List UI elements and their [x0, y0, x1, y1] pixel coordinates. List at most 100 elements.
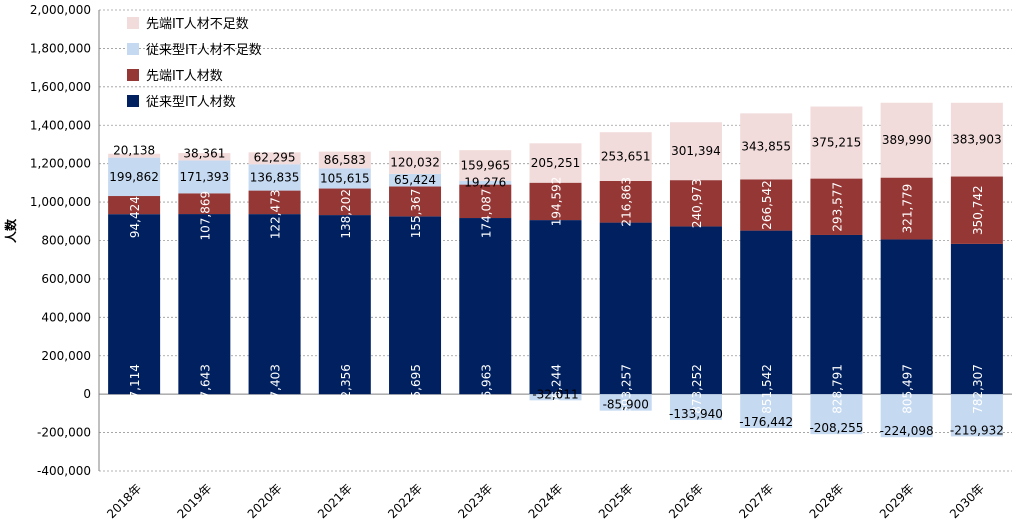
y-tick-label: -400,000 — [37, 464, 91, 478]
data-label: 136,835 — [250, 170, 300, 184]
data-label: 65,424 — [394, 173, 436, 187]
y-tick-label: 1,000,000 — [30, 195, 91, 209]
data-label: 906,244 — [550, 364, 564, 414]
y-tick-label: 800,000 — [41, 234, 91, 248]
legend-swatch — [127, 17, 139, 29]
bar-segment — [599, 394, 652, 411]
bar-segment — [810, 234, 863, 395]
bar-segment — [108, 157, 161, 197]
data-label: 240,973 — [690, 178, 704, 228]
bar-segment — [529, 394, 582, 401]
x-tick-label: 2028年 — [807, 481, 847, 521]
data-label: 350,742 — [971, 185, 985, 235]
data-label: -219,932 — [950, 423, 1004, 437]
legend-swatch — [127, 95, 139, 107]
bar-segment — [810, 106, 863, 179]
data-label: -133,940 — [669, 407, 723, 421]
x-tick-label: 2025年 — [596, 481, 636, 521]
data-label: 375,215 — [812, 136, 862, 150]
data-label: 171,393 — [180, 170, 230, 184]
data-label: 937,643 — [198, 364, 212, 414]
legend-label: 先端IT人材数 — [146, 69, 223, 84]
bar-segment — [248, 190, 301, 215]
bar-segment — [459, 180, 512, 185]
data-label: -176,442 — [739, 415, 793, 429]
bar-segment — [178, 160, 231, 194]
data-label: 122,473 — [269, 190, 283, 240]
bar-segment — [389, 186, 442, 217]
y-tick-label: 1,800,000 — [30, 41, 91, 55]
bar-segment — [389, 173, 442, 187]
bar-segment — [950, 102, 1003, 177]
x-tick-label: 2029年 — [877, 481, 917, 521]
legend-swatch — [127, 43, 139, 55]
legend-label: 従来型IT人材数 — [146, 95, 236, 110]
bar-segment — [459, 218, 512, 395]
data-label: 62,295 — [254, 150, 296, 164]
bar-segment — [950, 243, 1003, 395]
data-label: 38,361 — [183, 146, 225, 160]
data-label: 383,903 — [952, 133, 1002, 147]
x-tick-label: 2021年 — [315, 481, 355, 521]
data-label: -224,098 — [880, 424, 934, 438]
data-label: 86,583 — [324, 153, 366, 167]
data-label: 205,251 — [531, 156, 581, 170]
bar-segment — [248, 164, 301, 191]
bar-segment — [108, 214, 161, 395]
data-label: 873,252 — [690, 364, 704, 414]
bar-segment — [178, 153, 231, 161]
bar-segment — [599, 180, 652, 223]
bar-segment — [248, 214, 301, 395]
bar-segment — [178, 214, 231, 395]
bar-segment — [740, 230, 793, 395]
x-tick-label: 2020年 — [245, 481, 285, 521]
data-label: 293,577 — [830, 182, 844, 232]
data-label: 932,356 — [339, 364, 353, 414]
x-tick-label: 2018年 — [104, 481, 144, 521]
x-tick-label: 2023年 — [455, 481, 495, 521]
data-label: 194,592 — [550, 177, 564, 227]
legend-label: 従来型IT人材不足数 — [146, 43, 262, 58]
bar-segment — [669, 394, 722, 420]
bar-segment — [389, 216, 442, 395]
bar-segment — [389, 150, 442, 174]
bar-segment — [669, 122, 722, 181]
y-tick-label: 1,200,000 — [30, 157, 91, 171]
data-label: 916,963 — [479, 364, 493, 414]
bar-segment — [318, 151, 371, 169]
data-label: 19,276 — [464, 176, 506, 190]
bar-segment — [880, 394, 933, 438]
bar-segment — [599, 132, 652, 181]
y-tick-label: 2,000,000 — [30, 3, 91, 17]
data-label: 253,651 — [601, 150, 651, 164]
y-tick-label: 0 — [83, 387, 91, 401]
bar-segment — [529, 220, 582, 395]
data-label: 321,779 — [901, 184, 915, 234]
data-label: 199,862 — [109, 170, 159, 184]
x-tick-label: 2027年 — [736, 481, 776, 521]
data-label: 343,855 — [741, 139, 791, 153]
data-label: 851,542 — [760, 364, 774, 414]
data-label: 120,032 — [390, 155, 440, 169]
y-tick-label: 1,400,000 — [30, 118, 91, 132]
data-label: 301,394 — [671, 144, 721, 158]
bar-segment — [108, 153, 161, 158]
data-label: 805,497 — [901, 364, 915, 414]
y-axis-label: 人数 — [3, 218, 18, 243]
bar-segment — [880, 102, 933, 178]
data-label: -85,900 — [603, 398, 649, 412]
bar-segment — [529, 182, 582, 221]
bar-segment — [880, 177, 933, 240]
data-label: 216,863 — [620, 177, 634, 227]
bar-segment — [950, 394, 1003, 437]
bar-segment — [669, 180, 722, 227]
bar-segment — [318, 188, 371, 216]
bar-segment — [599, 222, 652, 395]
bar-segment — [178, 193, 231, 215]
bar-segment — [318, 215, 371, 395]
data-label: 105,615 — [320, 171, 370, 185]
x-tick-label: 2026年 — [666, 481, 706, 521]
bar-segment — [108, 196, 161, 215]
y-tick-label: 400,000 — [41, 310, 91, 324]
